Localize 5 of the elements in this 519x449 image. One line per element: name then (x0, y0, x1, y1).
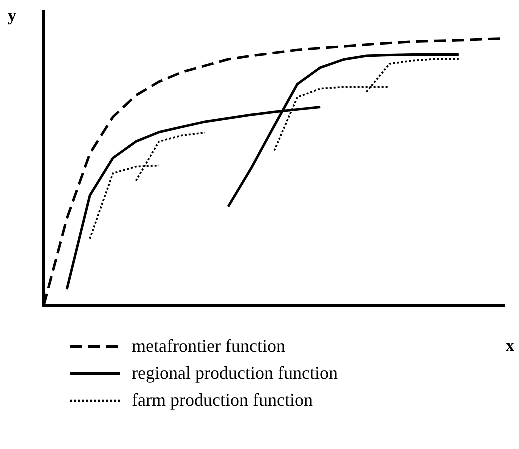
legend-label: farm production function (132, 390, 313, 411)
legend-label: regional production function (132, 363, 338, 384)
x-axis-title: x (506, 336, 514, 356)
legend-label: metafrontier function (132, 336, 286, 357)
y-axis-title: y (8, 6, 16, 26)
